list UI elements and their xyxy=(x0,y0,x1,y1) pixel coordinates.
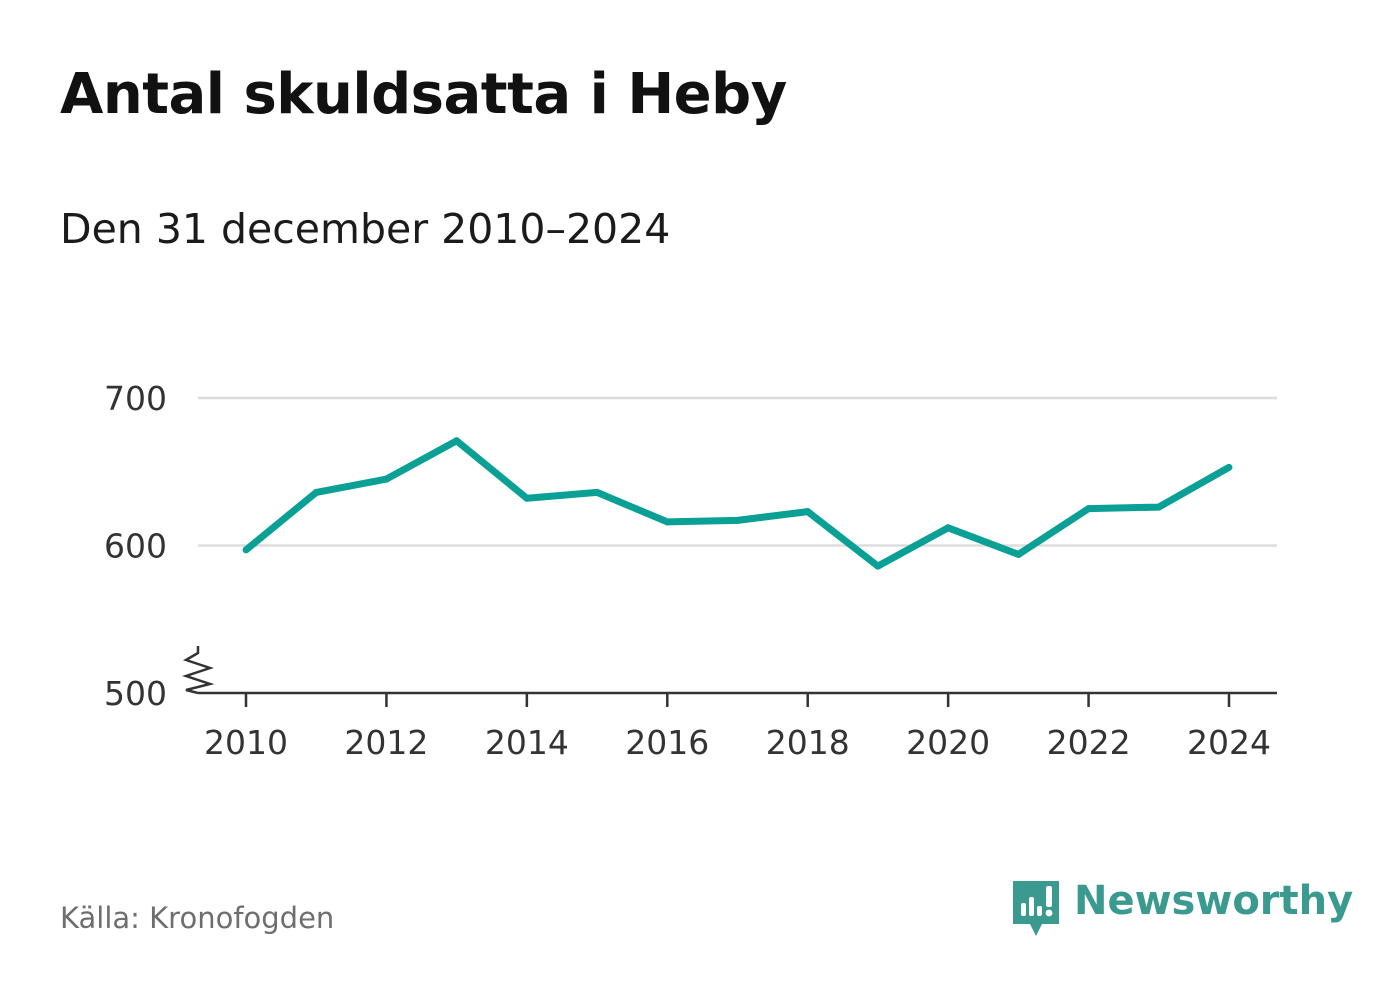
data-point-2010 xyxy=(242,546,250,554)
series xyxy=(242,437,1233,570)
y-tick-label-600: 600 xyxy=(104,527,167,566)
data-point-2023 xyxy=(1155,503,1163,511)
newsworthy-logo-icon xyxy=(1013,881,1059,936)
x-tick-label-2018: 2018 xyxy=(766,723,850,762)
data-point-2016 xyxy=(663,518,671,526)
y-tick-label-500: 500 xyxy=(104,674,167,713)
x-tick-label-2014: 2014 xyxy=(485,723,569,762)
y-axis-labels: 500 600 700 xyxy=(104,379,167,713)
chart-title: Antal skuldsatta i Heby xyxy=(60,62,787,127)
data-point-2022 xyxy=(1085,505,1093,513)
x-tick-label-2010: 2010 xyxy=(204,723,288,762)
brand-logo: Newsworthy xyxy=(1010,878,1353,940)
x-axis-labels: 2010 2012 2014 2016 2018 2020 2022 2024 xyxy=(204,723,1271,762)
x-tick-label-2012: 2012 xyxy=(344,723,428,762)
x-tick-label-2022: 2022 xyxy=(1047,723,1131,762)
x-tick-label-2020: 2020 xyxy=(906,723,990,762)
x-axis xyxy=(182,646,1277,707)
data-point-2017 xyxy=(734,516,741,524)
data-point-2024 xyxy=(1225,463,1233,471)
data-point-2011 xyxy=(312,488,320,496)
data-point-2018 xyxy=(804,508,812,516)
data-point-2020 xyxy=(944,524,952,532)
x-tick-label-2024: 2024 xyxy=(1187,723,1271,762)
data-point-2015 xyxy=(593,488,601,496)
data-point-2012 xyxy=(382,475,390,483)
source-note: Källa: Kronofogden xyxy=(60,901,335,935)
data-point-2021 xyxy=(1014,550,1022,558)
brand-name: Newsworthy xyxy=(1074,878,1354,924)
axis-break-icon xyxy=(182,646,215,695)
series-line xyxy=(243,437,1231,570)
data-point-2019 xyxy=(874,562,882,570)
data-point-2013 xyxy=(453,437,461,445)
x-tick-label-2016: 2016 xyxy=(625,723,709,762)
gridlines xyxy=(198,396,1277,547)
chart-subtitle: Den 31 december 2010–2024 xyxy=(60,205,671,253)
y-tick-label-700: 700 xyxy=(104,379,167,418)
data-point-2014 xyxy=(523,494,531,502)
